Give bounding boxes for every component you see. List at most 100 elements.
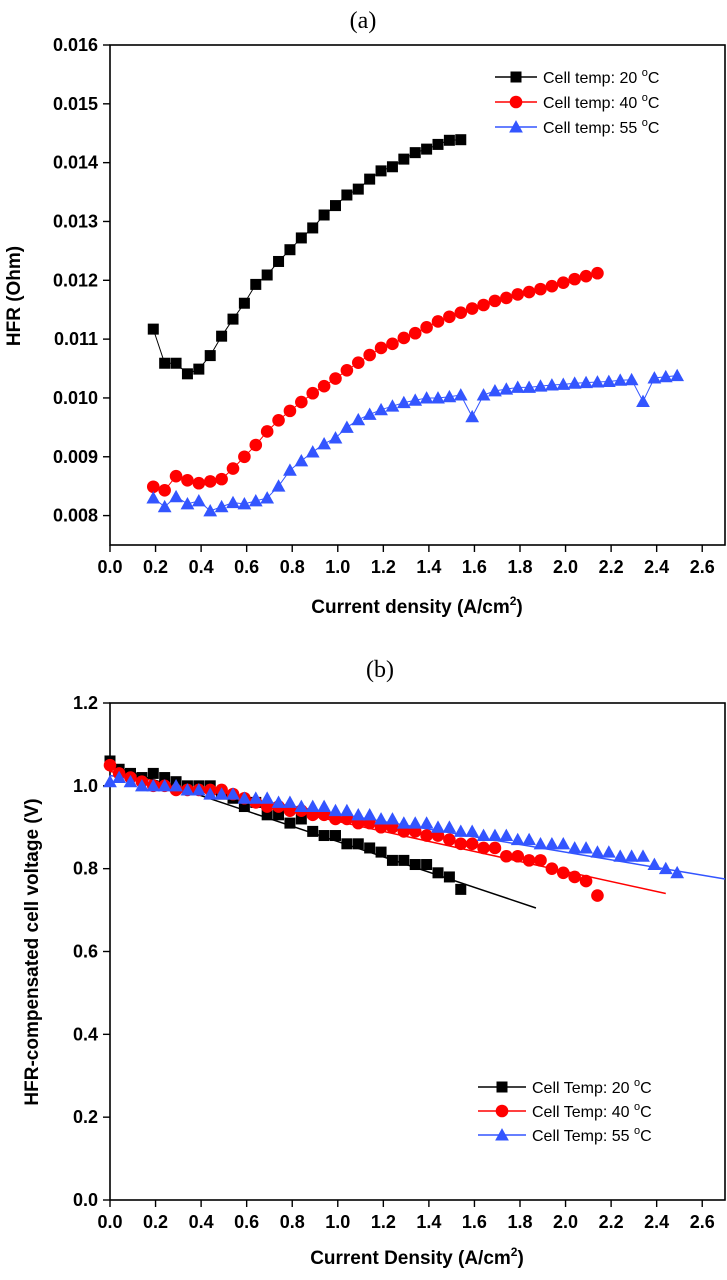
panel-label-a: (a) <box>350 8 377 34</box>
data-point-a-1 <box>147 323 159 335</box>
data-point-a-2 <box>534 282 547 296</box>
data-point-b-2 <box>477 841 490 855</box>
data-point-a-3 <box>431 391 445 404</box>
data-point-b-3 <box>328 803 343 817</box>
x-tick-label-b: 0.2 <box>143 1212 168 1232</box>
x-axis-title-b: Current Density (A/cm2) <box>310 1245 524 1269</box>
data-point-a-2 <box>579 269 593 283</box>
data-point-a-2 <box>158 483 171 497</box>
x-tick-label-a: 0.6 <box>234 557 259 577</box>
data-point-b-3 <box>123 774 138 788</box>
axis-ticks-b: 0.0 0.2 0.4 0.6 0.8 1.0 1.2 1.4 1.6 1.8 2.0 2.2 2.4 2… <box>73 693 715 1232</box>
data-point-a-2 <box>420 321 433 334</box>
data-point-a-2 <box>249 438 263 452</box>
x-tick-label-b: 1.4 <box>416 1212 441 1232</box>
data-point-a-2 <box>386 337 399 351</box>
data-point-a-2 <box>522 285 536 299</box>
data-point-a-3 <box>453 388 468 401</box>
data-point-a-3 <box>283 463 297 476</box>
data-point-a-1 <box>216 330 228 342</box>
data-point-a-3 <box>226 495 240 509</box>
data-point-a-3 <box>556 377 571 390</box>
legend-marker-a-3 <box>509 120 523 133</box>
x-tick-label-a: 0.4 <box>189 557 214 577</box>
data-point-a-3 <box>476 388 491 401</box>
data-point-a-2 <box>465 302 479 315</box>
data-point-a-2 <box>363 348 376 362</box>
data-point-a-3 <box>351 412 366 426</box>
data-point-b-1 <box>159 772 171 784</box>
legend-marker-b-2 <box>495 1104 509 1118</box>
data-point-a-2 <box>192 476 206 490</box>
x-tick-label-a: 2.0 <box>553 557 578 577</box>
data-point-a-3 <box>590 375 605 388</box>
data-point-a-3 <box>601 374 616 387</box>
x-tick-label-b: 2.0 <box>553 1212 578 1232</box>
y-tick-label-b: 0.8 <box>73 859 98 879</box>
data-point-a-1 <box>250 278 262 290</box>
x-tick-label-b: 2.6 <box>690 1212 715 1232</box>
data-point-b-1 <box>375 846 387 858</box>
data-point-a-1 <box>318 209 330 221</box>
x-tick-label-b: 0.4 <box>189 1212 214 1232</box>
data-point-b-3 <box>340 803 354 817</box>
plot-frame-b <box>109 702 726 1201</box>
legend-label-b-2: Cell Temp: 40 oC <box>532 1101 652 1121</box>
data-point-b-2 <box>545 862 559 875</box>
data-point-a-1 <box>181 368 193 380</box>
data-point-a-2 <box>443 310 456 324</box>
data-point-b-3 <box>488 828 502 842</box>
data-point-a-3 <box>248 494 263 507</box>
data-point-a-3 <box>408 393 423 406</box>
data-point-a-1 <box>398 153 410 165</box>
data-point-b-3 <box>226 787 240 800</box>
data-point-b-3 <box>636 849 650 862</box>
data-point-b-3 <box>442 820 457 833</box>
data-point-a-2 <box>488 294 502 308</box>
data-point-b-2 <box>534 854 547 867</box>
data-point-b-2 <box>488 841 502 855</box>
data-point-a-1 <box>341 189 353 201</box>
data-point-b-3 <box>658 861 673 875</box>
legend-b: Cell Temp: 20 oC Cell Temp: 40 oC Cell Tem… <box>478 1077 652 1145</box>
data-point-a-3 <box>180 496 195 510</box>
data-point-b-2 <box>591 889 604 902</box>
data-point-b-2 <box>556 866 570 880</box>
legend-a: Cell temp: 20 oC Cell temp: 40 oC Cell tem… <box>495 67 659 137</box>
data-point-a-2 <box>203 475 217 488</box>
data-point-a-3 <box>362 407 377 420</box>
y-tick-label-b: 0.6 <box>73 942 98 962</box>
data-point-a-2 <box>169 469 183 483</box>
data-point-b-1 <box>318 830 330 842</box>
data-point-b-3 <box>431 820 445 833</box>
data-point-a-3 <box>146 491 161 504</box>
x-tick-label-b: 1.0 <box>325 1212 350 1232</box>
axis-ticks-a: 0.0 0.2 0.4 0.6 0.8 1.0 1.2 1.4 1.6 1.8 2.0 2.2 2.4 2… <box>53 35 715 577</box>
series-line-a-2 <box>153 272 598 491</box>
data-point-a-3 <box>328 431 343 444</box>
series-group-b <box>103 755 685 902</box>
y-axis-title-a: HFR (Ohm) <box>4 246 25 346</box>
data-point-b-1 <box>273 809 285 821</box>
data-point-a-2 <box>568 272 581 286</box>
data-point-b-2 <box>522 854 536 867</box>
data-point-a-3 <box>488 384 502 397</box>
y-tick-label-a: 0.009 <box>53 447 98 467</box>
data-point-b-1 <box>295 813 307 825</box>
data-point-a-1 <box>170 357 182 369</box>
data-point-b-2 <box>443 833 456 846</box>
data-point-a-2 <box>226 462 240 475</box>
data-point-b-1 <box>341 838 353 850</box>
chart-panel-b: (b) 0.0 0.2 0.4 0.6 0.8 1.0 1.2 1.4 1.6 1.8 2.0 2.2… <box>22 657 726 1269</box>
data-point-a-3 <box>624 372 639 386</box>
y-tick-label-a: 0.012 <box>53 270 98 290</box>
data-point-b-3 <box>408 816 423 829</box>
data-point-a-1 <box>284 244 296 256</box>
data-point-b-3 <box>146 778 161 792</box>
data-point-b-1 <box>261 809 273 821</box>
x-tick-label-b: 1.2 <box>371 1212 396 1232</box>
data-point-b-3 <box>271 795 286 808</box>
data-point-a-1 <box>307 222 319 234</box>
x-tick-label-b: 2.4 <box>644 1212 669 1232</box>
data-point-a-3 <box>419 391 434 404</box>
